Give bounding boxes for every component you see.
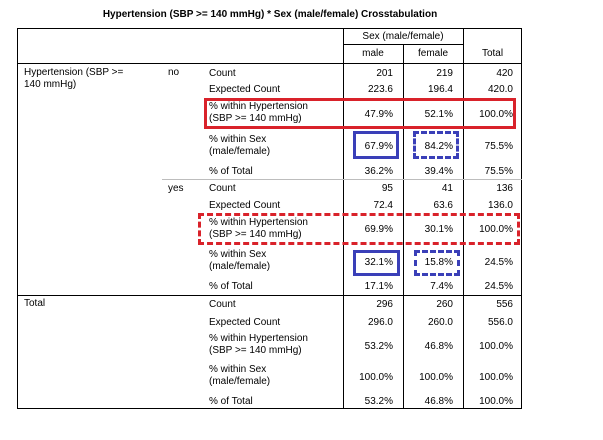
stat-label: % within Sex xyxy=(209,249,267,260)
table-cell: 47.9% xyxy=(364,109,393,120)
table-cell: 24.5% xyxy=(484,281,513,292)
blue-highlight-box xyxy=(353,250,400,276)
header-male: male xyxy=(362,48,384,59)
table-cell: 556.0 xyxy=(487,317,513,328)
stat-label: % within Hypertension xyxy=(209,333,308,344)
table-cell: 223.6 xyxy=(367,84,393,95)
header-total: Total xyxy=(481,48,504,59)
table-title: Hypertension (SBP >= 140 mmHg) * Sex (ma… xyxy=(102,9,438,20)
blue-dashed-highlight-box xyxy=(414,250,460,276)
stat-label: (SBP >= 140 mmHg) xyxy=(209,345,302,356)
table-cell: 219 xyxy=(436,68,453,79)
table-cell: 95 xyxy=(381,183,393,194)
table-cell: 100.0% xyxy=(359,372,393,383)
blue-dashed-highlight-box xyxy=(413,131,459,159)
row-group-label-line1: Hypertension (SBP >= xyxy=(24,67,124,78)
stat-label: % within Sex xyxy=(209,364,267,375)
table-cell: 67.9% xyxy=(364,141,393,152)
table-cell: 53.2% xyxy=(364,396,393,407)
table-cell: 15.8% xyxy=(424,257,453,268)
stat-label: % within Sex xyxy=(209,134,267,145)
stat-label: (male/female) xyxy=(209,146,271,157)
stat-label: Count xyxy=(209,299,236,310)
table-cell: 260.0 xyxy=(427,317,453,328)
blue-highlight-box xyxy=(353,131,399,159)
table-cell: 53.2% xyxy=(364,341,393,352)
table-frame xyxy=(17,28,522,409)
table-cell: 260 xyxy=(436,299,453,310)
table-cell: 32.1% xyxy=(364,257,393,268)
table-cell: 84.2% xyxy=(424,141,453,152)
total-separator xyxy=(17,295,522,296)
stat-label: Count xyxy=(209,183,236,194)
table-cell: 17.1% xyxy=(364,281,393,292)
stat-label: % within Hypertension xyxy=(209,101,308,112)
stat-label: % of Total xyxy=(209,166,253,177)
stat-label: % of Total xyxy=(209,281,253,292)
table-cell: 201 xyxy=(376,68,393,79)
header-bottom-line xyxy=(17,63,522,64)
stat-label: % of Total xyxy=(209,396,253,407)
row-label-yes: yes xyxy=(168,183,184,194)
table-cell: 196.4 xyxy=(427,84,453,95)
row-label-no: no xyxy=(168,67,180,78)
table-cell: 7.4% xyxy=(430,281,453,292)
divider-male-female xyxy=(403,44,404,409)
table-cell: 46.8% xyxy=(424,341,453,352)
table-cell: 100.0% xyxy=(479,341,513,352)
table-cell: 46.8% xyxy=(424,396,453,407)
table-cell: 100.0% xyxy=(479,396,513,407)
table-cell: 296 xyxy=(376,299,393,310)
no-yes-separator xyxy=(162,179,522,180)
table-cell: 75.5% xyxy=(484,166,513,177)
table-cell: 52.1% xyxy=(424,109,453,120)
stat-label: (male/female) xyxy=(209,376,271,387)
row-label-total: Total xyxy=(24,298,46,309)
table-cell: 72.4 xyxy=(373,200,393,211)
red-dashed-highlight-box xyxy=(198,213,520,245)
table-cell: 30.1% xyxy=(424,224,453,235)
divider-total-left xyxy=(463,28,464,409)
red-highlight-box xyxy=(204,98,516,129)
stat-label: Expected Count xyxy=(209,317,281,328)
table-cell: 556 xyxy=(496,299,513,310)
header-female: female xyxy=(417,48,448,59)
header-group-underline xyxy=(343,44,463,45)
header-sex-group: Sex (male/female) xyxy=(362,31,444,42)
table-cell: 36.2% xyxy=(364,166,393,177)
table-cell: 100.0% xyxy=(419,372,453,383)
table-cell: 420.0 xyxy=(487,84,513,95)
table-cell: 136.0 xyxy=(487,200,513,211)
stat-label: Expected Count xyxy=(209,84,281,95)
table-cell: 24.5% xyxy=(484,257,513,268)
row-group-label-line2: 140 mmHg) xyxy=(24,79,77,90)
stat-label: Count xyxy=(209,68,236,79)
divider-male-left xyxy=(343,28,344,409)
table-cell: 100.0% xyxy=(479,224,513,235)
table-cell: 69.9% xyxy=(364,224,393,235)
table-cell: 296.0 xyxy=(367,317,393,328)
table-cell: 75.5% xyxy=(484,141,513,152)
stat-label: (SBP >= 140 mmHg) xyxy=(209,229,302,240)
table-cell: 39.4% xyxy=(424,166,453,177)
table-cell: 63.6 xyxy=(433,200,453,211)
table-cell: 100.0% xyxy=(479,372,513,383)
table-cell: 420 xyxy=(496,68,513,79)
table-cell: 136 xyxy=(496,183,513,194)
table-cell: 41 xyxy=(441,183,453,194)
stat-label: (SBP >= 140 mmHg) xyxy=(209,113,302,124)
stat-label: % within Hypertension xyxy=(209,217,308,228)
stat-label: Expected Count xyxy=(209,200,281,211)
stat-label: (male/female) xyxy=(209,261,271,272)
table-cell: 100.0% xyxy=(479,109,513,120)
